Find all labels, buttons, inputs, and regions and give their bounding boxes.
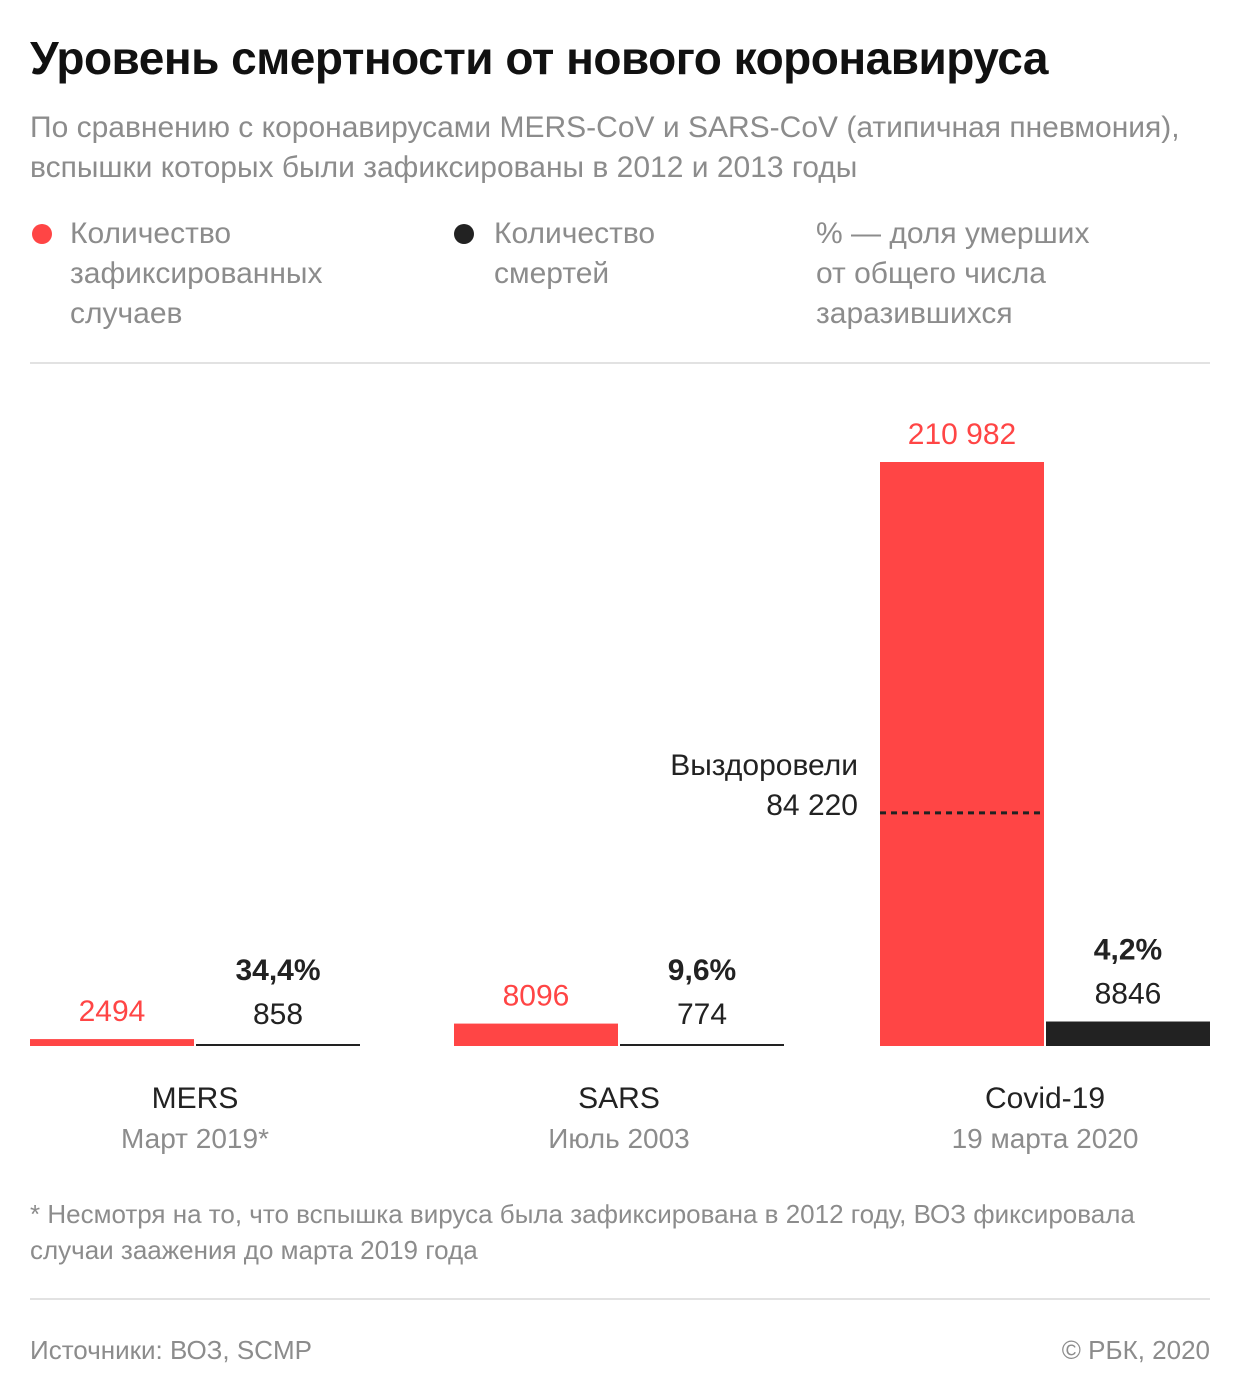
top-divider xyxy=(30,362,1210,364)
category-label-covid-19: Covid-19 xyxy=(985,1082,1105,1115)
bar-cases-sars xyxy=(454,1023,618,1046)
deaths-label-sars: 774 xyxy=(677,998,727,1031)
recovered-value: 84 220 xyxy=(766,789,858,822)
bar-cases-mers xyxy=(30,1039,194,1046)
page-subtitle: По сравнению с коронавирусами MERS-CoV и… xyxy=(30,111,1180,184)
legend-deaths-dot xyxy=(454,224,474,244)
bar-deaths-covid-19 xyxy=(1046,1021,1210,1046)
date-label-mers: Март 2019* xyxy=(121,1123,269,1154)
bar-deaths-sars xyxy=(620,1044,784,1046)
cases-label-covid-19: 210 982 xyxy=(908,418,1016,451)
recovered-label: Выздоровели xyxy=(670,749,858,782)
legend-cases: Количество зафиксированных случаев xyxy=(30,214,322,334)
bottom-divider xyxy=(30,1298,1210,1300)
source-credit: Источники: ВОЗ, SCMP xyxy=(30,1335,312,1365)
cases-label-sars: 8096 xyxy=(503,980,570,1013)
percent-label-covid-19: 4,2% xyxy=(1094,934,1162,967)
legend-cases-label: Количество зафиксированных случаев xyxy=(70,217,323,330)
page-title: Уровень смертности от нового коронавирус… xyxy=(30,32,1048,84)
bar-deaths-mers xyxy=(196,1044,360,1046)
percent-label-sars: 9,6% xyxy=(668,954,736,987)
percent-label-mers: 34,4% xyxy=(235,954,320,987)
date-label-sars: Июль 2003 xyxy=(548,1123,690,1154)
bar-cases-covid-19 xyxy=(880,462,1044,1046)
legend-cases-dot xyxy=(32,224,52,244)
category-label-mers: MERS xyxy=(152,1082,239,1115)
date-label-covid-19: 19 марта 2020 xyxy=(952,1123,1139,1154)
deaths-label-mers: 858 xyxy=(253,998,303,1031)
deaths-label-covid-19: 8846 xyxy=(1095,978,1162,1011)
legend-deaths: Количество смертей xyxy=(452,214,655,294)
category-label-sars: SARS xyxy=(578,1082,660,1115)
copyright: © РБК, 2020 xyxy=(1061,1335,1210,1365)
cases-label-mers: 2494 xyxy=(79,995,146,1028)
footnote: * Несмотря на то, что вспышка вируса был… xyxy=(30,1199,1135,1265)
legend-percent-label: % — доля умерших от общего числа заразив… xyxy=(816,217,1090,330)
legend-deaths-label: Количество смертей xyxy=(494,217,656,290)
legend-percent: % — доля умерших от общего числа заразив… xyxy=(816,214,1089,334)
